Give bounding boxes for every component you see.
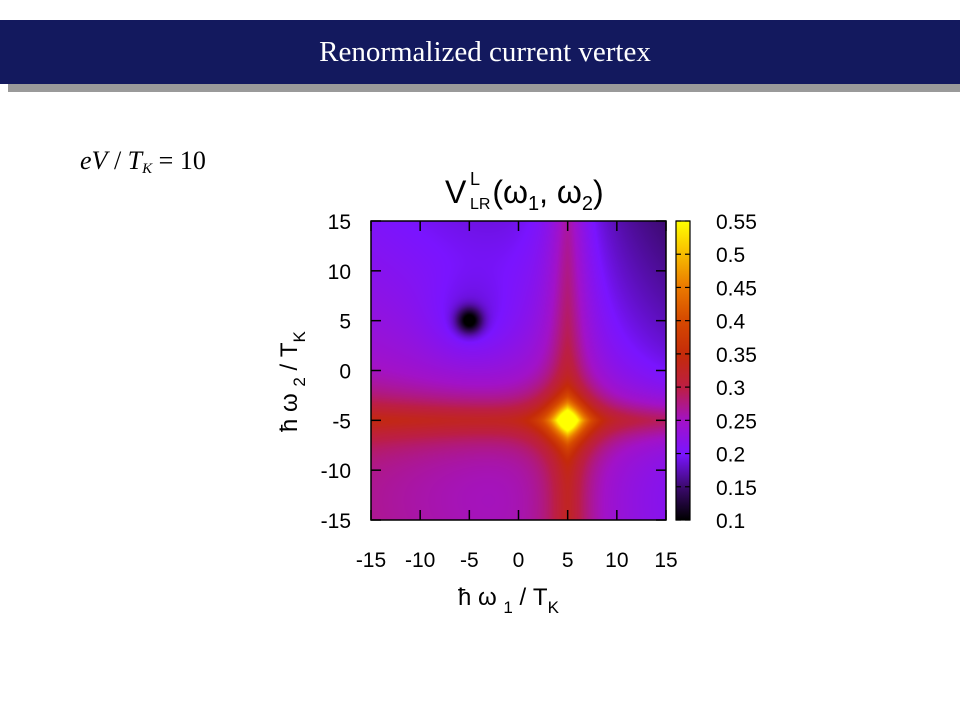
y-axis-label: ħ ω 2 / TK bbox=[276, 330, 309, 432]
y-tick-label: 15 bbox=[328, 211, 351, 234]
y-tick-label: -15 bbox=[321, 510, 351, 533]
title-subscript: LR bbox=[470, 196, 490, 213]
formula-t-sub: K bbox=[142, 161, 153, 177]
formula-equals: = bbox=[152, 146, 180, 175]
colorbar-tick-label: 0.55 bbox=[716, 211, 757, 234]
title-sep: , ω bbox=[539, 174, 582, 210]
x-tick-label: 5 bbox=[562, 549, 574, 572]
y-label-mid: / T bbox=[276, 342, 303, 377]
formula-slash: / bbox=[107, 146, 128, 175]
bias-voltage-annotation: eV / TK = 10 bbox=[80, 146, 206, 178]
x-label-sub: 1 bbox=[503, 598, 512, 617]
x-tick-label: 15 bbox=[654, 549, 677, 572]
x-label-mid: / T bbox=[513, 584, 548, 611]
colorbar-tick-label: 0.1 bbox=[716, 510, 745, 533]
title-arg2-sub: 2 bbox=[582, 193, 593, 215]
colorbar-tick-label: 0.5 bbox=[716, 244, 745, 267]
colorbar-ticks: 0.55 0.5 0.45 0.4 0.35 0.3 0.25 0.2 0.15 0.1 bbox=[676, 211, 757, 533]
x-tick-label: -15 bbox=[356, 549, 386, 572]
title-args: (ω bbox=[492, 174, 528, 210]
y-tick-label: -5 bbox=[332, 410, 351, 433]
y-tick-label: -10 bbox=[321, 460, 351, 483]
colorbar-tick-label: 0.25 bbox=[716, 410, 757, 433]
title-main: V bbox=[445, 174, 467, 210]
y-label-sub: 2 bbox=[290, 377, 309, 386]
title-banner: Renormalized current vertex bbox=[0, 20, 960, 84]
formula-value: 10 bbox=[179, 146, 206, 175]
x-tick-label: 10 bbox=[605, 549, 628, 572]
colorbar bbox=[675, 220, 691, 521]
colorbar-tick-label: 0.4 bbox=[716, 311, 746, 334]
y-label-unit-sub: K bbox=[290, 330, 309, 342]
x-tick-label: 0 bbox=[513, 549, 525, 572]
y-label-prefix: ħ ω bbox=[276, 387, 303, 432]
heatmap-plot-area bbox=[371, 221, 666, 520]
x-axis-label: ħ ω 1 / TK bbox=[458, 584, 560, 617]
formula-e: e bbox=[80, 146, 92, 175]
slide-title: Renormalized current vertex bbox=[319, 35, 651, 68]
y-tick-label: 0 bbox=[339, 361, 351, 384]
title-arg1-sub: 1 bbox=[528, 193, 539, 215]
colorbar-tick-label: 0.2 bbox=[716, 444, 745, 467]
colorbar-tick-label: 0.15 bbox=[716, 477, 757, 500]
y-axis: 15 10 5 0 -5 -10 -15 bbox=[321, 211, 666, 533]
title-superscript: L bbox=[470, 169, 480, 189]
x-tick-label: -10 bbox=[405, 549, 435, 572]
title-close: ) bbox=[593, 174, 604, 210]
x-axis: -15 -10 -5 0 5 10 15 bbox=[356, 221, 678, 572]
heatmap-canvas bbox=[371, 221, 666, 520]
formula-v: V bbox=[91, 146, 108, 175]
y-tick-label: 5 bbox=[339, 311, 351, 334]
colorbar-tick-label: 0.3 bbox=[716, 377, 745, 400]
x-tick-label: -5 bbox=[460, 549, 479, 572]
x-label-prefix: ħ ω bbox=[458, 584, 503, 611]
y-tick-label: 10 bbox=[328, 261, 351, 284]
colorbar-tick-label: 0.35 bbox=[716, 344, 757, 367]
formula-t: T bbox=[127, 146, 143, 175]
colorbar-tick-label: 0.45 bbox=[716, 277, 757, 300]
chart-title: V (ω1, ω2) bbox=[445, 174, 604, 215]
x-label-unit-sub: K bbox=[548, 598, 560, 617]
